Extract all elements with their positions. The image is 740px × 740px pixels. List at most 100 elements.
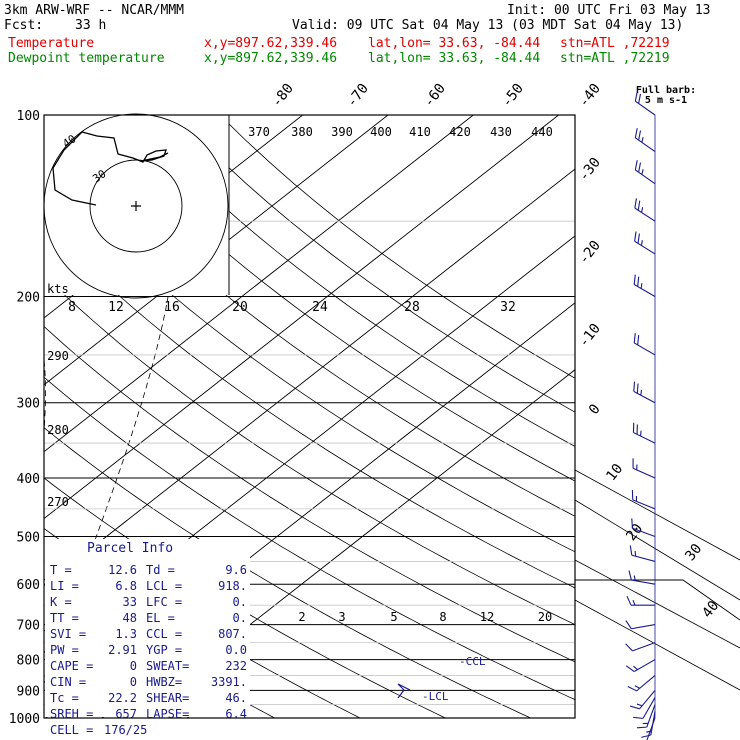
parcel-stat-label: PW = bbox=[50, 643, 79, 657]
parcel-stat-label: SWEAT= bbox=[146, 659, 189, 673]
pressure-tick-label: 900 bbox=[17, 684, 40, 699]
wind-barb-legend-unit: 5 m s-1 bbox=[645, 95, 687, 106]
wind-barb-flag bbox=[634, 91, 638, 102]
potential-temperature-label: 420 bbox=[449, 125, 471, 139]
mixing-ratio-label: 2 bbox=[298, 610, 305, 624]
wind-barb bbox=[629, 545, 656, 562]
isotherm-label: -50 bbox=[499, 81, 527, 111]
isotherm-extension-line bbox=[574, 599, 740, 691]
wind-barb bbox=[634, 160, 656, 185]
parcel-stat-value: 807. bbox=[218, 627, 247, 641]
isotherm-extension-line bbox=[574, 469, 740, 561]
dry-adiabat-line bbox=[219, 115, 575, 379]
wind-barb-half bbox=[641, 169, 644, 175]
wind-barb-full bbox=[636, 726, 647, 729]
forecast-hour: 33 h bbox=[75, 18, 107, 33]
wind-barb bbox=[633, 274, 656, 297]
parcel-stat-label: EL = bbox=[146, 611, 175, 625]
isotherm-line bbox=[44, 115, 389, 386]
parcel-stat-label: SREH = bbox=[50, 707, 93, 721]
parcel-trace-line bbox=[397, 683, 411, 699]
parcel-stat-label: SVI = bbox=[50, 627, 86, 641]
wind-barb-half bbox=[646, 730, 652, 733]
pressure-tick-label: 300 bbox=[17, 397, 40, 412]
parcel-stat-value: 12.6 bbox=[108, 563, 137, 577]
wind-barb-half bbox=[641, 137, 644, 143]
wind-barb-flag bbox=[634, 128, 638, 138]
dry-adiabat-line bbox=[44, 325, 575, 663]
plot-frame bbox=[43, 114, 576, 719]
parcel-stat-label: K = bbox=[50, 595, 72, 609]
wind-barb bbox=[641, 711, 656, 738]
parcel-info-title: Parcel Info bbox=[87, 541, 173, 556]
hodograph-ring-label: 40 bbox=[60, 132, 78, 150]
potential-temperature-label: 430 bbox=[490, 125, 512, 139]
pressure-tick-label: 200 bbox=[17, 291, 40, 306]
wind-barb bbox=[631, 518, 656, 537]
wind-barb-flag bbox=[633, 716, 644, 719]
parcel-stat-value: 33 bbox=[123, 595, 137, 609]
wind-barb-flag bbox=[631, 518, 633, 529]
dry-adiabat-line bbox=[44, 427, 532, 718]
isotherm-label: 10 bbox=[603, 461, 626, 484]
dry-adiabat-line bbox=[131, 115, 575, 447]
isotherm-label: 40 bbox=[699, 598, 722, 621]
dry-adiabat-line bbox=[87, 115, 575, 482]
wind-barb-flag bbox=[638, 162, 642, 173]
wind-barb-flag bbox=[637, 200, 641, 211]
wind-barb-half bbox=[634, 550, 637, 557]
temperature-legend-latlon: lat,lon= 33.63, -84.44 bbox=[368, 36, 541, 51]
wind-barb bbox=[633, 333, 656, 356]
potential-temperature-label: 440 bbox=[531, 125, 553, 139]
dry-adiabat-line bbox=[44, 274, 575, 626]
wind-barb-half bbox=[633, 575, 636, 581]
wind-barb bbox=[634, 231, 656, 255]
hodograph-ring-30 bbox=[89, 159, 183, 253]
wind-barb bbox=[625, 659, 656, 673]
wind-barb-full bbox=[628, 570, 632, 581]
parcel-stat-value: 918. bbox=[218, 579, 247, 593]
wind-barb bbox=[627, 675, 656, 692]
isotherm-label: -80 bbox=[269, 81, 297, 111]
wind-barb-flag bbox=[634, 160, 638, 171]
wind-barb-legend-title: Full barb: bbox=[636, 85, 696, 96]
wind-barb-flag bbox=[637, 233, 640, 244]
cell-motion-value: 176/25 bbox=[104, 723, 147, 737]
wind-barb-half bbox=[634, 685, 640, 689]
wind-barb-full bbox=[625, 643, 633, 652]
wind-barb-flag bbox=[633, 274, 636, 285]
parcel-stat-value: 46. bbox=[225, 691, 247, 705]
mixing-ratio-label: 20 bbox=[538, 610, 552, 624]
parcel-stat-label: CCL = bbox=[146, 627, 182, 641]
pressure-tick-label: 100 bbox=[17, 109, 40, 124]
wind-barb-half bbox=[640, 283, 643, 289]
parcel-stat-value: 48 bbox=[123, 611, 137, 625]
wind-barb bbox=[629, 690, 656, 710]
wind-barb-staff bbox=[632, 527, 656, 537]
wind-barb-half bbox=[636, 703, 643, 707]
dry-adiabat-line bbox=[44, 115, 575, 517]
dry-adiabat-line bbox=[175, 115, 575, 413]
wind-barb-full bbox=[627, 686, 637, 692]
dewpoint-legend-xy: x,y=897.62,339.46 bbox=[204, 51, 338, 66]
wind-barb-staff bbox=[639, 690, 656, 710]
parcel-stat-value: 6.4 bbox=[225, 707, 247, 721]
isotherm-label: -30 bbox=[576, 155, 604, 185]
wind-barb-full bbox=[626, 595, 632, 606]
wind-barb-full bbox=[641, 734, 651, 738]
dewpoint-legend-name: Dewpoint temperature bbox=[8, 51, 165, 66]
potential-temperature-label: 270 bbox=[47, 495, 69, 509]
potential-temperature-label: 370 bbox=[248, 125, 270, 139]
temperature-legend-xy: x,y=897.62,339.46 bbox=[204, 36, 338, 51]
wind-barb bbox=[628, 570, 656, 585]
hodograph-trace bbox=[52, 131, 169, 206]
wind-barb-flag bbox=[638, 130, 642, 141]
wind-barb bbox=[625, 642, 656, 652]
wind-barb-flag bbox=[637, 276, 640, 287]
hodograph-center-mark bbox=[131, 201, 141, 211]
temperature-legend-name: Temperature bbox=[8, 36, 95, 51]
isotherm-extension-line bbox=[574, 559, 740, 649]
wind-barb bbox=[631, 490, 656, 510]
parcel-stat-label: Tc = bbox=[50, 691, 79, 705]
mixing-ratio-label: 3 bbox=[338, 610, 345, 624]
